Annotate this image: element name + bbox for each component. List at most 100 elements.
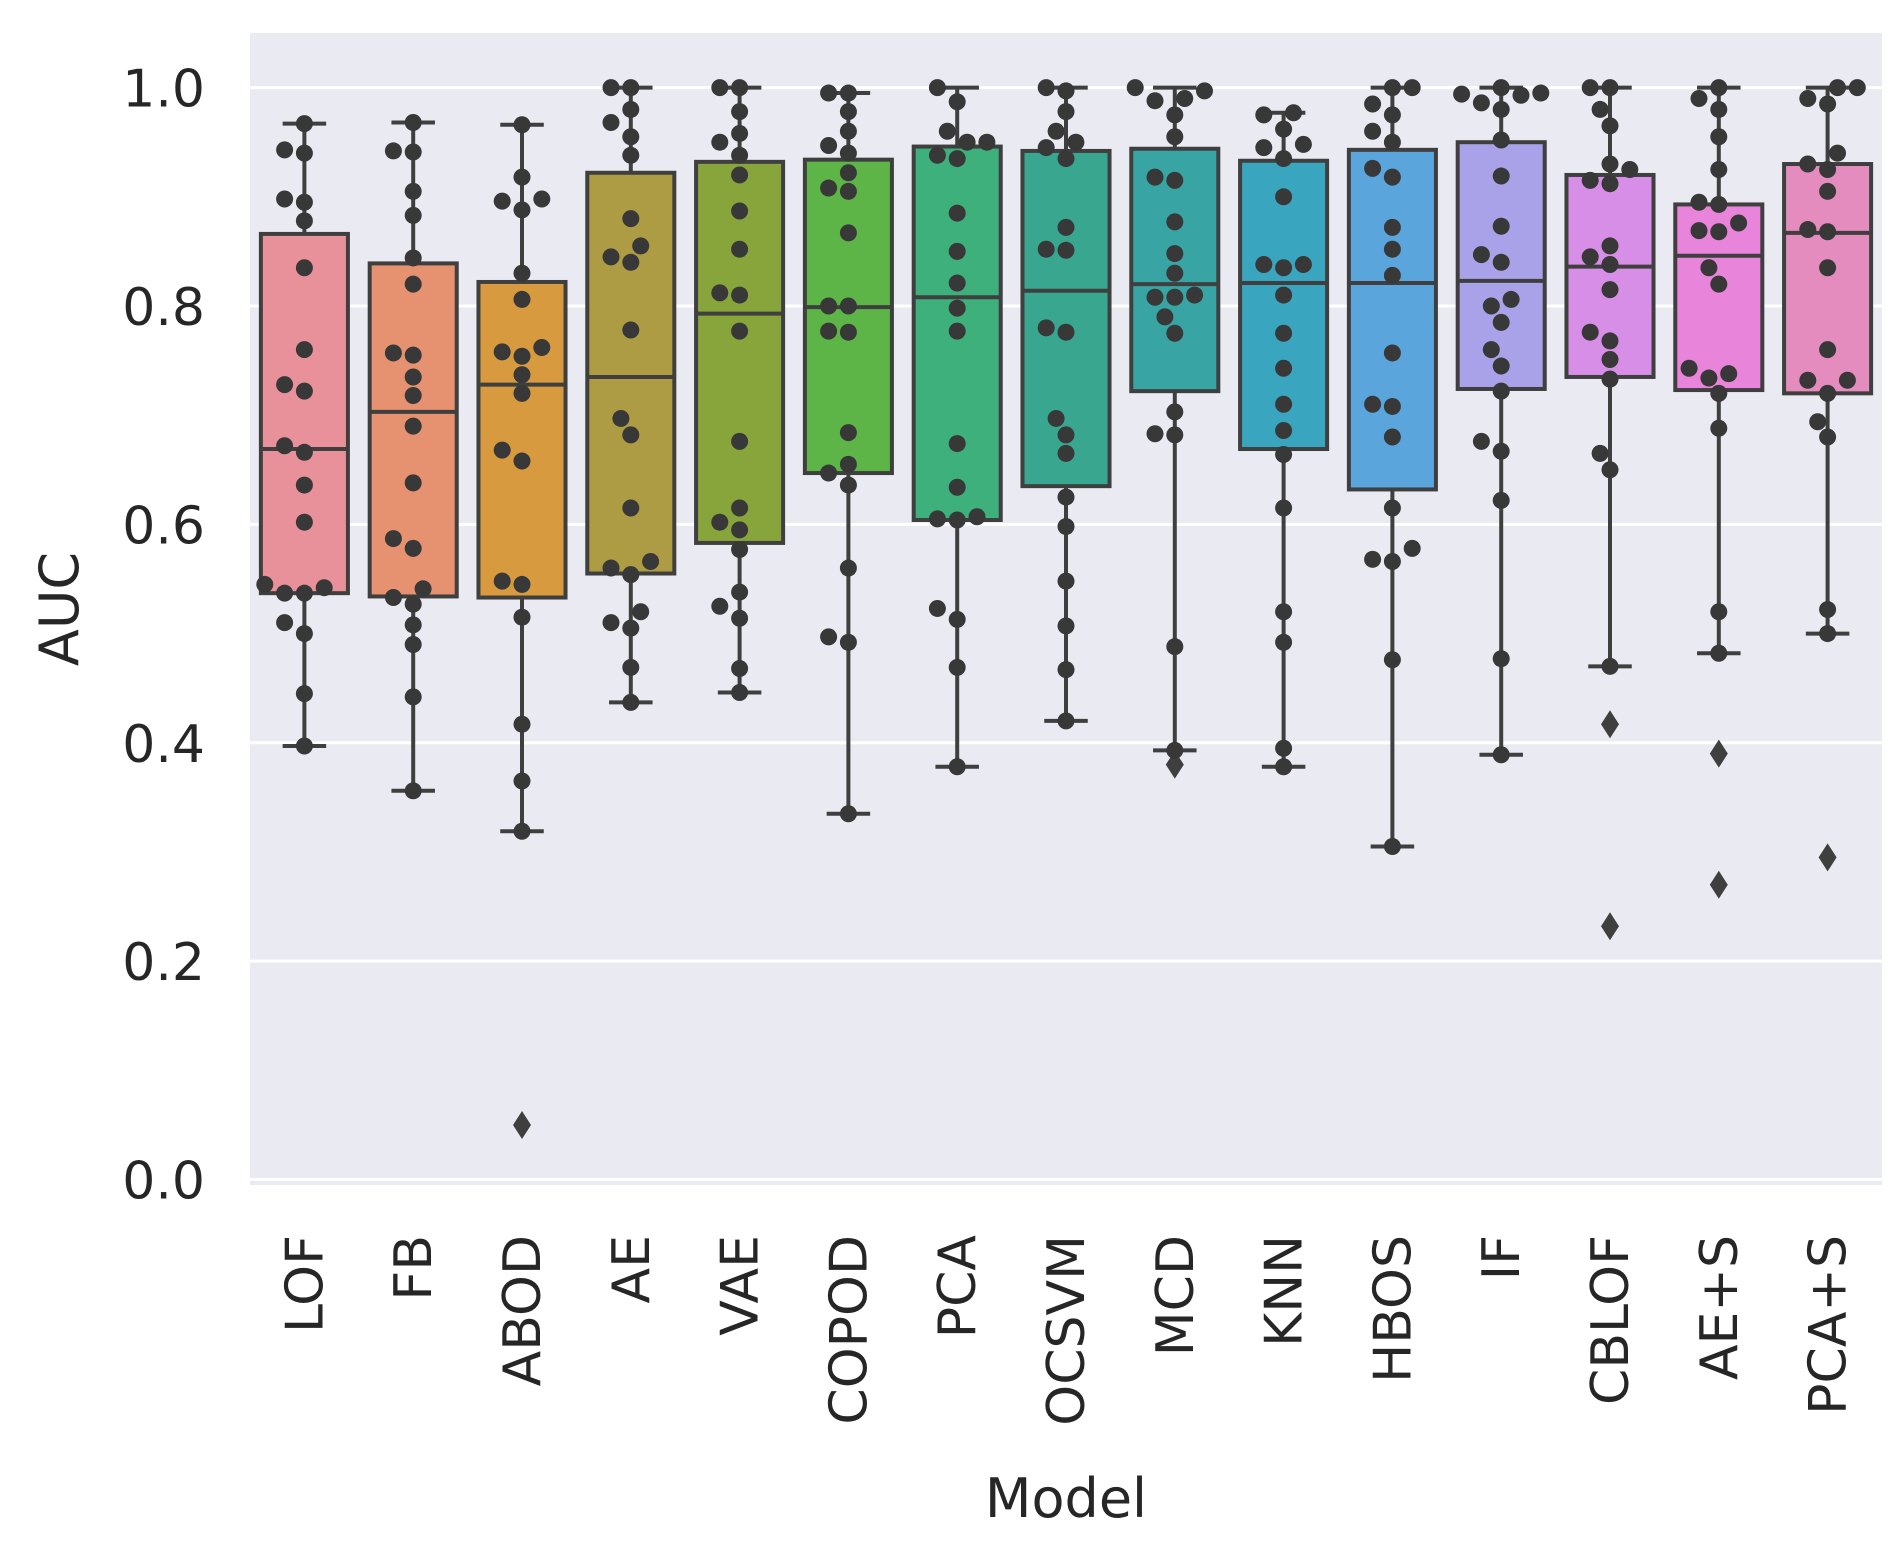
data-point	[1601, 332, 1619, 350]
data-point	[731, 660, 749, 678]
data-point	[276, 437, 294, 455]
data-point	[1275, 188, 1293, 206]
data-point	[1166, 245, 1184, 263]
data-point	[839, 323, 857, 341]
data-point	[1829, 144, 1846, 162]
data-point	[513, 608, 531, 626]
data-point	[1383, 240, 1401, 258]
data-point	[1166, 288, 1184, 306]
y-tick-label: 0.2	[122, 933, 205, 993]
y-tick-label: 0.4	[122, 715, 205, 775]
data-point	[928, 146, 946, 164]
data-point	[1591, 444, 1609, 462]
data-point	[1819, 601, 1837, 619]
data-point	[1275, 395, 1293, 413]
data-point	[622, 79, 640, 97]
data-point	[839, 164, 857, 182]
x-tick-label: ABOD	[493, 1235, 553, 1386]
data-point	[632, 603, 650, 621]
box-group-hbos	[1346, 79, 1438, 855]
data-point	[1255, 106, 1273, 124]
data-point	[295, 115, 313, 133]
data-point	[276, 376, 294, 394]
data-point	[1146, 92, 1164, 110]
data-point	[1057, 488, 1075, 506]
data-point	[1294, 135, 1312, 153]
data-point	[1047, 409, 1065, 427]
data-point	[1710, 79, 1728, 97]
data-point	[1819, 341, 1837, 359]
x-tick-label: FB	[384, 1235, 444, 1301]
data-point	[839, 455, 857, 473]
data-point	[1710, 419, 1728, 437]
x-tick-label: PCA	[928, 1235, 988, 1339]
data-point	[1166, 264, 1184, 282]
data-point	[1166, 106, 1184, 124]
data-point	[1492, 131, 1510, 149]
data-point	[820, 322, 838, 340]
data-point	[1255, 139, 1273, 157]
outlier-point	[1818, 843, 1837, 872]
x-tick-label: MCD	[1146, 1235, 1206, 1356]
data-point	[1690, 222, 1708, 240]
x-tick-label: AE+S	[1690, 1235, 1750, 1380]
x-tick-label: CBLOF	[1581, 1235, 1641, 1405]
data-point	[948, 478, 966, 496]
data-point	[731, 521, 749, 539]
data-point	[1492, 217, 1510, 235]
data-point	[1364, 550, 1382, 568]
data-point	[1057, 323, 1075, 341]
data-point	[1601, 79, 1619, 97]
data-point	[1601, 350, 1619, 368]
data-point	[513, 366, 531, 384]
data-point	[1383, 168, 1401, 186]
data-point	[404, 182, 422, 200]
data-point	[1364, 122, 1382, 140]
data-point	[1710, 275, 1728, 293]
box-group-pca	[911, 79, 1003, 776]
data-point	[1848, 79, 1866, 97]
data-point	[839, 144, 857, 162]
data-point	[1482, 297, 1500, 315]
data-point	[602, 114, 620, 132]
data-point	[1799, 221, 1817, 239]
data-point	[978, 133, 996, 151]
outlier-point	[1601, 912, 1619, 941]
data-point	[711, 79, 729, 97]
data-point	[276, 190, 294, 208]
data-point	[404, 368, 422, 386]
data-point	[731, 240, 749, 258]
outlier-point	[1709, 739, 1728, 768]
data-point	[404, 635, 422, 653]
data-point	[1819, 625, 1837, 643]
data-point	[1057, 426, 1075, 444]
data-point	[1186, 286, 1204, 304]
data-point	[1255, 255, 1273, 273]
y-tick-label: 0.0	[122, 1152, 205, 1212]
data-point	[839, 424, 857, 442]
box-group-if	[1453, 79, 1550, 764]
data-point	[513, 772, 531, 790]
data-point	[1057, 218, 1075, 236]
data-point	[711, 284, 729, 302]
data-point	[622, 566, 640, 584]
data-point	[1166, 638, 1184, 656]
data-point	[1492, 491, 1510, 509]
data-point	[622, 146, 640, 164]
data-point	[1166, 426, 1184, 444]
data-point	[276, 584, 294, 602]
data-point	[1710, 603, 1728, 621]
data-point	[384, 142, 402, 160]
data-point	[948, 511, 966, 529]
data-point	[1492, 442, 1510, 460]
box-group-fb	[367, 114, 459, 800]
data-point	[1512, 86, 1530, 104]
data-point	[1275, 421, 1293, 439]
data-point	[1601, 255, 1619, 273]
data-point	[295, 476, 313, 494]
data-point	[1819, 223, 1837, 241]
data-point	[1383, 499, 1401, 517]
data-point	[839, 84, 857, 102]
data-point	[731, 202, 749, 220]
